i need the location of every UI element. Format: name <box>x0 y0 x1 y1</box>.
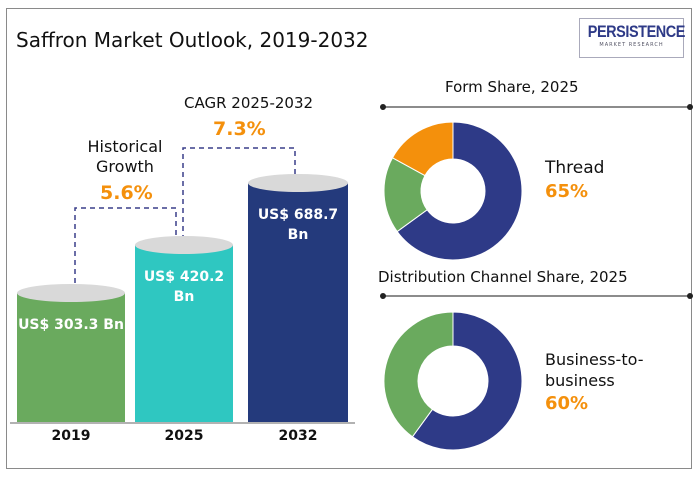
form-donut-slice-2 <box>391 121 454 177</box>
form-callout-label: Thread <box>545 158 605 178</box>
bar-value-label: US$ 303.3 Bn <box>18 317 124 333</box>
form-divider-dot <box>380 104 386 110</box>
page-title: Saffron Market Outlook, 2019-2032 <box>16 28 369 52</box>
dist-callout-label: Business-to-business <box>545 350 644 390</box>
form-callout-value: 65% <box>545 181 589 202</box>
historical-label: Historical Growth <box>87 137 163 176</box>
x-tick-label: 2032 <box>278 428 318 444</box>
bar-2019 <box>17 293 125 422</box>
dist-donut-slice-1 <box>383 311 454 438</box>
bar-2032 <box>248 183 348 422</box>
bar-value-label: US$ 688.7 Bn <box>257 207 339 243</box>
historical-connector <box>74 207 177 292</box>
logo-name: PERSISTENCE <box>587 22 686 41</box>
cagr-connector <box>182 147 296 240</box>
bar-value-label: US$ 420.2 Bn <box>143 269 225 305</box>
bar-top-2019 <box>17 284 125 302</box>
dist-donut-slice-0 <box>411 311 523 451</box>
logo: PERSISTENCE MARKET RESEARCH <box>579 18 686 58</box>
dist-title: Distribution Channel Share, 2025 <box>378 268 628 286</box>
cagr-value: 7.3% <box>213 118 266 140</box>
bar-top-2032 <box>248 174 348 192</box>
dist-divider-dot <box>380 293 386 299</box>
dist-divider-dot <box>687 293 693 299</box>
x-tick-label: 2019 <box>51 428 91 444</box>
historical-value: 5.6% <box>100 182 153 204</box>
form-divider-dot <box>687 104 693 110</box>
bar-2025 <box>135 245 233 422</box>
logo-sub: MARKET RESEARCH <box>599 42 664 48</box>
dist-callout-value: 60% <box>545 393 589 414</box>
x-tick-label: 2025 <box>164 428 204 444</box>
cagr-label: CAGR 2025-2032 <box>184 94 314 112</box>
bar-top-2025 <box>135 236 233 254</box>
form-donut-slice-0 <box>396 121 523 261</box>
form-title: Form Share, 2025 <box>445 78 579 96</box>
frame <box>6 8 692 469</box>
